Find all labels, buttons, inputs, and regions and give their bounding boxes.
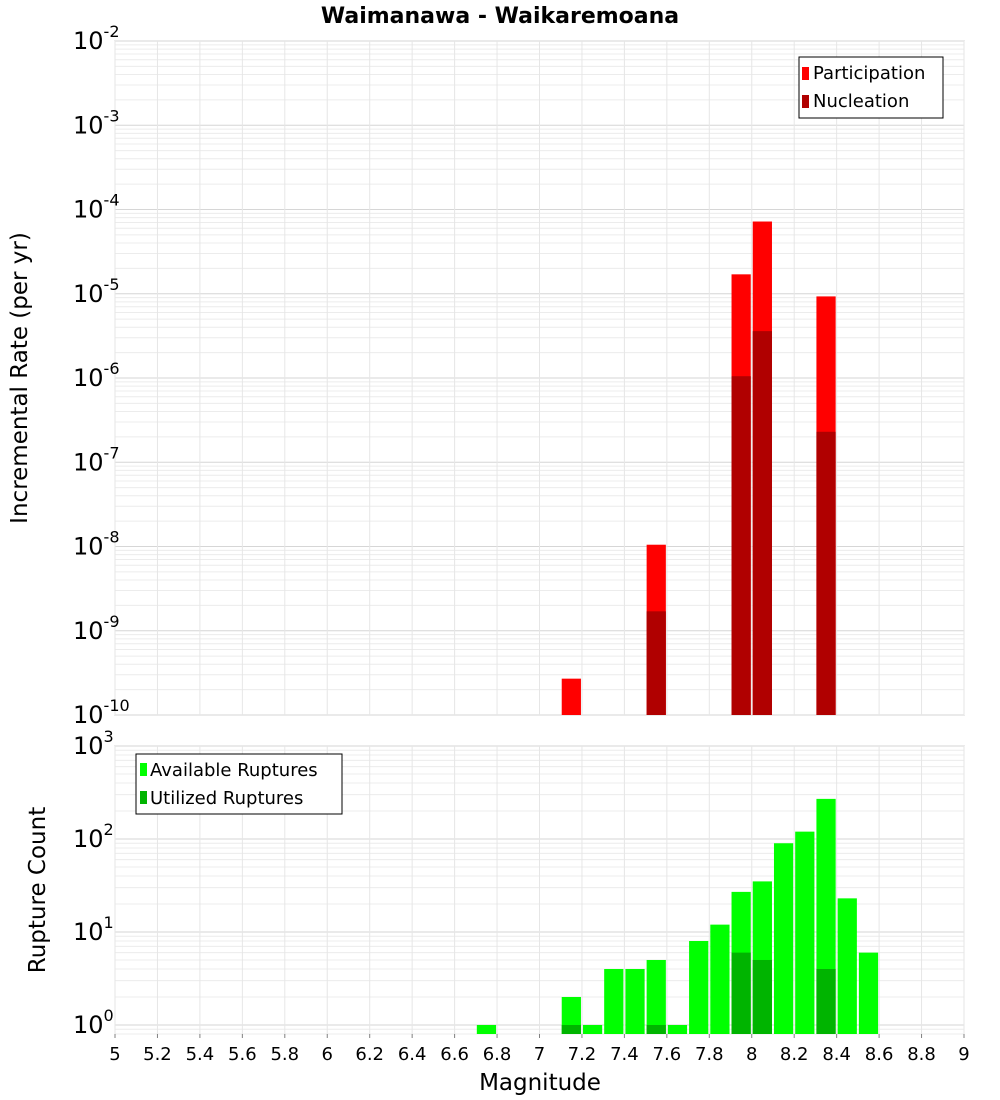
count-bar-utilized-ruptures <box>816 968 836 1034</box>
x-tick-label: 6.4 <box>398 1044 427 1065</box>
count-bar-available-ruptures <box>689 941 709 1034</box>
legend-nucleation-swatch <box>802 95 809 108</box>
count-bar-available-ruptures <box>837 898 857 1034</box>
chart-title: Waimanawa - Waikaremoana <box>321 4 679 29</box>
x-tick-label: 5.4 <box>186 1044 215 1065</box>
rate-legend-box <box>798 56 944 119</box>
legend-available-swatch <box>140 763 147 776</box>
count-bar-available-ruptures <box>561 996 581 1034</box>
x-tick-label: 6.6 <box>440 1044 469 1065</box>
count-bar-available-ruptures <box>646 959 666 1034</box>
rate-y-tick-label: 10-6 <box>73 359 120 392</box>
count-bar-available-ruptures <box>604 968 624 1034</box>
count-legend-box <box>135 753 343 815</box>
count-bar-utilized-ruptures <box>731 952 751 1034</box>
count-bar-available-ruptures <box>858 952 879 1034</box>
count-bar-available-ruptures <box>773 843 794 1034</box>
rate-y-tick-label: 10-5 <box>73 275 120 308</box>
rate-bar-nucleation <box>816 431 836 715</box>
x-tick-label: 7 <box>534 1044 545 1065</box>
rate-y-ticks: 10-2 10-3 10-4 10-5 10-6 10-7 10-8 10-9 10-10 <box>73 22 130 729</box>
x-tick-label: 8.4 <box>822 1044 851 1065</box>
rate-bar-participation <box>561 678 581 715</box>
rate-y-tick-label: 10-10 <box>73 696 130 729</box>
x-tick-label: 6 <box>322 1044 333 1065</box>
count-bar-utilized-ruptures <box>752 959 772 1034</box>
count-bar-available-ruptures <box>625 968 645 1034</box>
x-tick-label: 6.2 <box>355 1044 384 1065</box>
rate-y-axis-label: Incremental Rate (per yr) <box>7 232 33 524</box>
count-y-tick-label: 101 <box>73 913 114 946</box>
rate-y-tick-label: 10-4 <box>73 191 120 224</box>
rate-bar-nucleation <box>646 611 666 715</box>
count-bar-available-ruptures <box>795 831 815 1034</box>
x-tick-label: 7.2 <box>568 1044 597 1065</box>
count-bar-available-ruptures <box>667 1024 688 1034</box>
x-tick-label: 9 <box>958 1044 969 1065</box>
rate-bars <box>561 221 836 716</box>
count-legend: Available Ruptures Utilized Ruptures <box>135 753 343 815</box>
rate-bar-nucleation <box>731 376 751 715</box>
rate-y-tick-label: 10-8 <box>73 528 120 561</box>
x-axis-ticks: 5 5.2 5.4 5.6 5.8 6 6.2 6.4 6.6 6.8 7 7.2 7.4 7.6 7.8 8… <box>109 1034 970 1065</box>
count-bar-utilized-ruptures <box>646 1024 666 1034</box>
x-tick-label: 8.2 <box>780 1044 809 1065</box>
legend-available-label: Available Ruptures <box>150 760 318 781</box>
count-bar-available-ruptures <box>582 1024 603 1034</box>
x-tick-label: 7.6 <box>653 1044 682 1065</box>
rate-gridlines <box>114 40 965 716</box>
count-y-axis-label: Rupture Count <box>25 807 51 973</box>
count-bar-available-ruptures <box>476 1024 497 1034</box>
count-bar-utilized-ruptures <box>561 1024 581 1034</box>
rate-panel: 10-2 10-3 10-4 10-5 10-6 10-7 10-8 10-9 10-10 In… <box>7 22 965 729</box>
x-axis-label: Magnitude <box>479 1070 601 1096</box>
x-tick-label: 5 <box>109 1044 120 1065</box>
rate-legend: Participation Nucleation <box>798 56 944 119</box>
rate-bar-nucleation <box>752 331 772 715</box>
x-tick-label: 8 <box>746 1044 757 1065</box>
count-panel: 100 101 102 103 5 5.2 5.4 5.6 5.8 6 6.2 6.4 6.6 6.8 7… <box>25 727 970 1096</box>
count-y-ticks: 100 101 102 103 <box>73 727 114 1039</box>
count-y-tick-label: 103 <box>73 727 114 760</box>
legend-participation-label: Participation <box>813 63 925 84</box>
rate-y-tick-label: 10-3 <box>73 106 120 139</box>
legend-utilized-swatch <box>140 791 147 804</box>
x-tick-label: 8.8 <box>907 1044 936 1065</box>
count-y-tick-label: 100 <box>73 1006 114 1039</box>
x-tick-label: 5.2 <box>143 1044 172 1065</box>
rate-y-tick-label: 10-2 <box>73 22 120 55</box>
x-tick-label: 8.6 <box>865 1044 894 1065</box>
count-bar-available-ruptures <box>710 924 730 1034</box>
x-tick-label: 5.6 <box>228 1044 257 1065</box>
legend-participation-swatch <box>802 67 809 80</box>
rate-y-tick-label: 10-7 <box>73 443 120 476</box>
legend-nucleation-label: Nucleation <box>813 91 909 112</box>
rate-y-tick-label: 10-9 <box>73 612 120 645</box>
x-tick-label: 7.4 <box>610 1044 639 1065</box>
count-bars <box>476 798 879 1034</box>
legend-utilized-label: Utilized Ruptures <box>150 788 303 809</box>
x-tick-label: 6.8 <box>483 1044 512 1065</box>
x-tick-label: 7.8 <box>695 1044 724 1065</box>
count-y-tick-label: 102 <box>73 820 114 853</box>
x-tick-label: 5.8 <box>270 1044 299 1065</box>
